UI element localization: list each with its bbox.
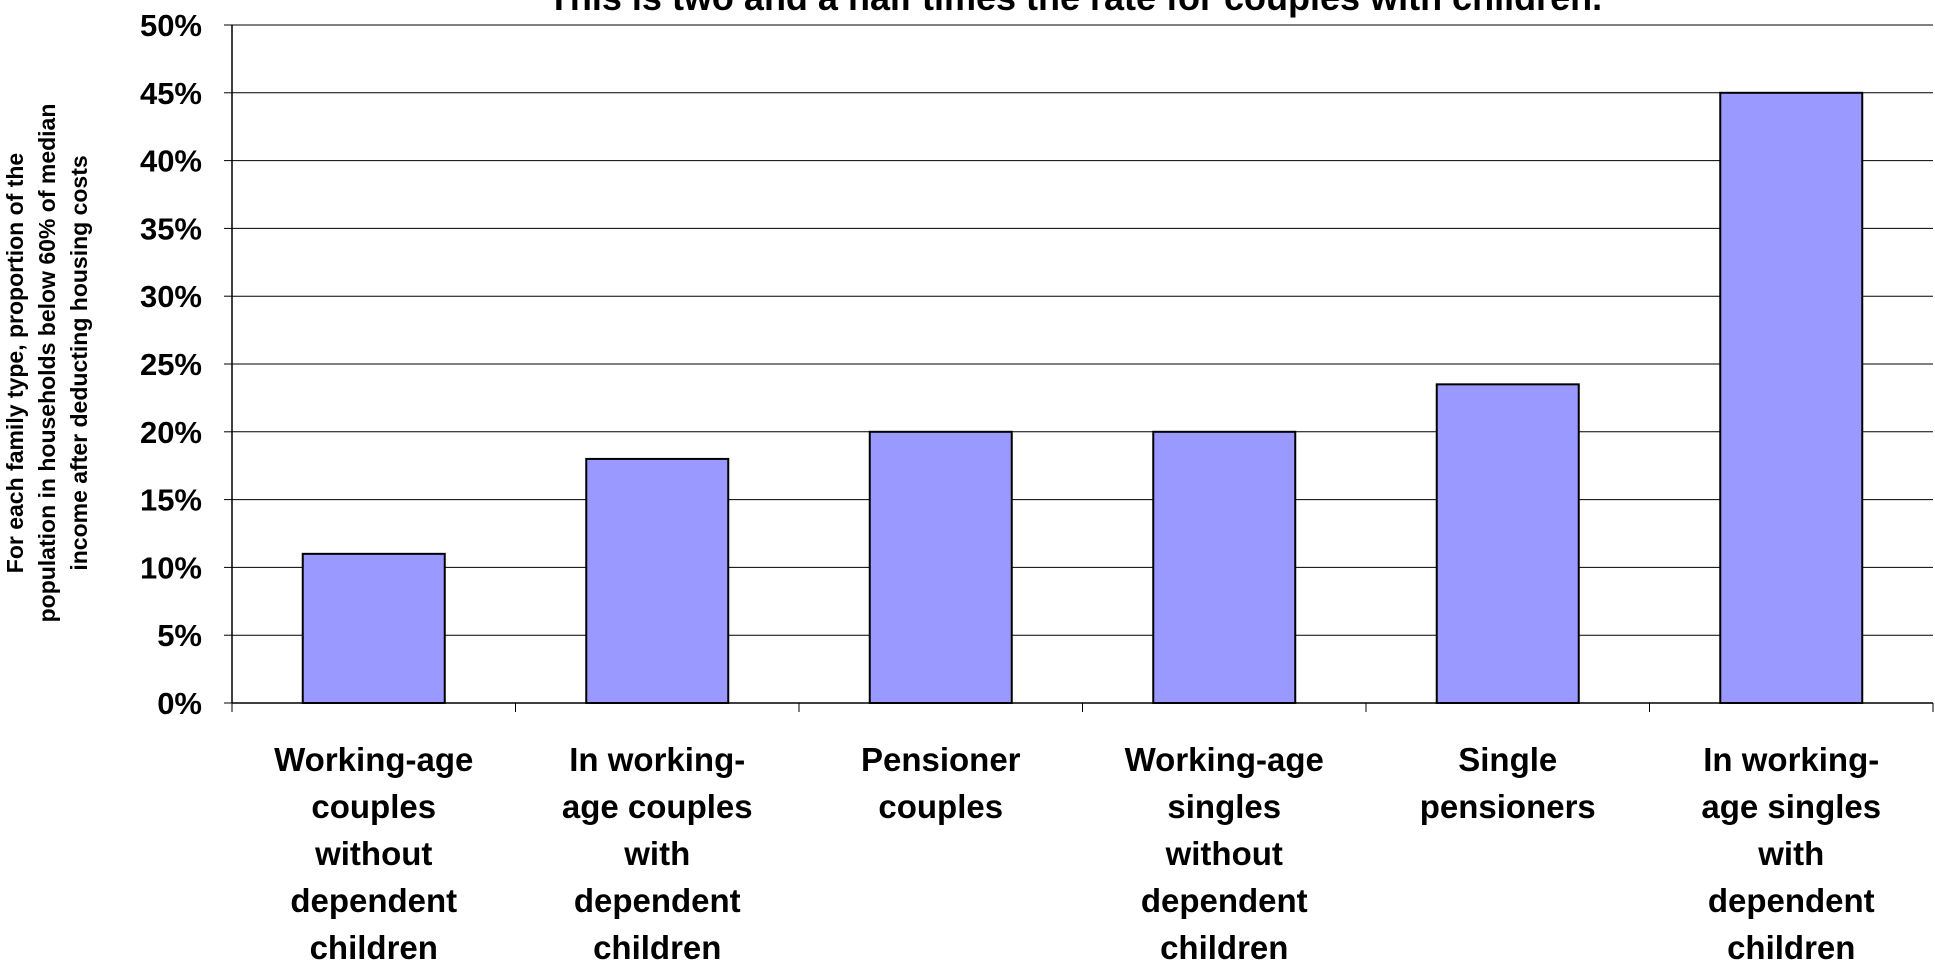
bars — [301, 91, 1864, 705]
y-tick-label: 25% — [140, 347, 202, 382]
chart-title: This is two and a half times the rate fo… — [548, 0, 1602, 18]
y-tick-label: 15% — [140, 483, 202, 518]
y-tick-label: 40% — [140, 144, 202, 179]
x-category-label: In working-age singles with dependent child… — [1701, 741, 1881, 966]
y-axis-title: For each family type, proportion of the p… — [2, 104, 92, 623]
y-tick-label: 0% — [157, 686, 202, 721]
x-category-label: Working-age singles without dependent childr… — [1125, 741, 1324, 966]
bar — [585, 457, 730, 705]
gridlines — [224, 24, 1933, 704]
y-tick-label: 50% — [140, 8, 202, 43]
x-category-label: Working-age couples without dependent childr… — [274, 741, 473, 966]
y-tick-label: 5% — [157, 618, 202, 653]
y-axis-label: For each family type, proportion of the p… — [2, 104, 92, 623]
x-category-label: In working-age couples with dependent child… — [562, 741, 753, 966]
y-tick-labels: 0% 5% 10% 15% 20% 25% 30% 35% 40% 45% 50% — [140, 8, 202, 721]
bar — [301, 552, 446, 705]
bar — [1152, 430, 1297, 704]
y-tick-label: 45% — [140, 76, 202, 111]
y-tick-label: 35% — [140, 211, 202, 246]
bar — [1435, 383, 1580, 704]
x-category-labels: Working-age couples without dependent childr… — [274, 741, 1881, 966]
y-tick-label: 20% — [140, 415, 202, 450]
x-category-label: Pensioner couples — [861, 741, 1021, 825]
y-tick-label: 10% — [140, 550, 202, 585]
bar — [1719, 91, 1864, 705]
y-tick-label: 30% — [140, 279, 202, 314]
x-category-label: Single pensioners — [1420, 741, 1596, 825]
bar — [868, 430, 1013, 704]
axes — [231, 25, 1934, 712]
